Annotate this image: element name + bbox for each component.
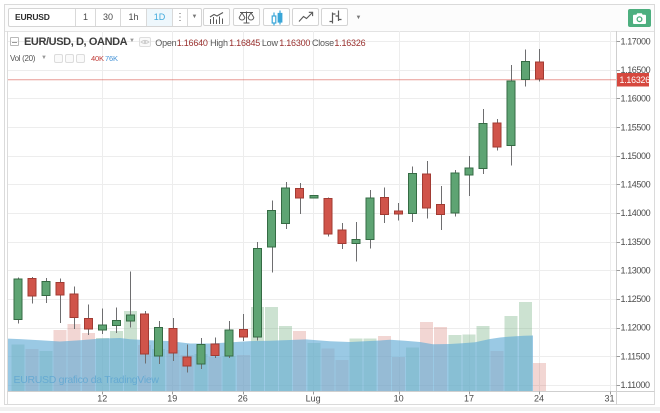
svg-text:1.12000: 1.12000 — [621, 323, 651, 333]
svg-text:1.17000: 1.17000 — [621, 36, 651, 46]
svg-text:1.15000: 1.15000 — [621, 151, 651, 161]
svg-text:1.14500: 1.14500 — [621, 180, 651, 190]
svg-text:19: 19 — [167, 394, 177, 404]
svg-text:1.11000: 1.11000 — [621, 380, 650, 390]
svg-text:1.13000: 1.13000 — [621, 266, 651, 276]
svg-text:12: 12 — [97, 394, 107, 404]
svg-text:17: 17 — [464, 394, 474, 404]
svg-text:Lug: Lug — [306, 394, 321, 404]
svg-text:31: 31 — [604, 394, 614, 404]
svg-text:26: 26 — [238, 394, 248, 404]
svg-text:1.14000: 1.14000 — [621, 208, 651, 218]
svg-text:EURUSD grafico da TradingView: EURUSD grafico da TradingView — [14, 374, 160, 386]
svg-text:1.16326: 1.16326 — [620, 75, 651, 85]
svg-text:1.11500: 1.11500 — [621, 351, 650, 361]
svg-text:24: 24 — [534, 394, 544, 404]
svg-text:1.13500: 1.13500 — [621, 237, 651, 247]
svg-text:1.12500: 1.12500 — [621, 294, 651, 304]
svg-text:1.16500: 1.16500 — [621, 65, 651, 75]
svg-text:1.16000: 1.16000 — [621, 94, 651, 104]
svg-text:10: 10 — [394, 394, 404, 404]
svg-text:1.15500: 1.15500 — [621, 122, 651, 132]
